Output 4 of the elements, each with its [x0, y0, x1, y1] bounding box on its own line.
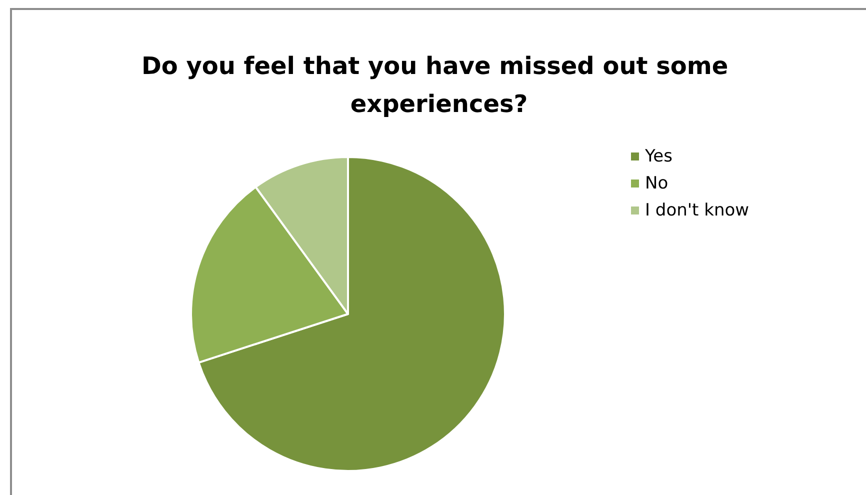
legend-label: Yes	[644, 146, 673, 166]
legend-label: I don't know	[645, 200, 750, 220]
legend-label: No	[645, 174, 668, 194]
chart-title: Do you feel that you have missed out some experiences?	[141, 52, 737, 118]
